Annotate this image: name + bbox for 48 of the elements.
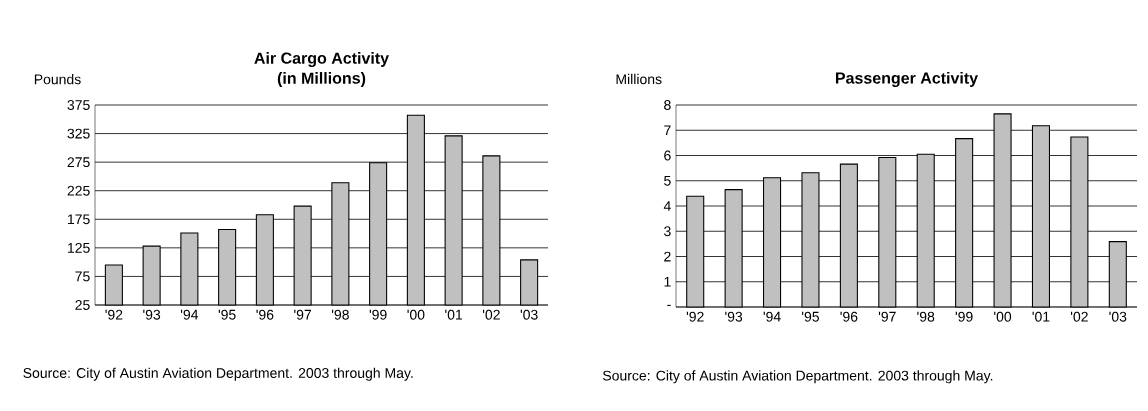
x-tick-label: '00: [407, 309, 425, 320]
x-tick-label: '93: [143, 309, 161, 320]
y-tick-label: 25: [75, 300, 90, 310]
y-tick-label: -: [667, 304, 671, 306]
x-tick-label: '97: [294, 309, 312, 320]
y-tick-label: 125: [68, 242, 90, 253]
x-tick-label: '94: [763, 311, 781, 322]
x-tick-label: '01: [1032, 311, 1050, 322]
y-tick-label: 5: [664, 175, 671, 186]
x-tick-label: '92: [105, 309, 123, 320]
y-tick-label: 3: [664, 226, 671, 237]
x-tick-label: '99: [955, 311, 973, 322]
y-tick-label: 225: [67, 185, 90, 196]
x-tick-label: '98: [917, 311, 935, 322]
y-tick-label: 175: [68, 214, 90, 225]
x-tick-label: '01: [445, 309, 463, 320]
y-tick-label: 325: [67, 128, 90, 139]
y-tick-label: 7: [664, 125, 671, 136]
y-tick-label: 375: [67, 100, 90, 110]
y-tick-label: 275: [67, 157, 90, 168]
x-tick-label: '98: [331, 309, 349, 320]
x-tick-label: '03: [1109, 311, 1127, 322]
y-tick-label: 4: [663, 201, 671, 211]
x-tick-label: '97: [878, 311, 896, 322]
x-tick-label: '96: [840, 311, 858, 322]
y-tick-label: 1: [664, 276, 671, 287]
y-tick-label: 75: [75, 271, 90, 282]
y-axis-title: Pounds: [34, 74, 81, 85]
source-note: Source: City of Austin Aviation Department. 2003 through May.: [23, 367, 413, 381]
chart-title: Passenger Activity: [835, 71, 978, 87]
chart-subtitle: (in Millions): [277, 72, 366, 87]
x-tick-label: '99: [369, 309, 387, 320]
x-tick-label: '92: [686, 311, 704, 322]
x-tick-label: '00: [994, 311, 1012, 322]
x-tick-label: '94: [180, 309, 199, 320]
chart-title: Air Cargo Activity: [254, 52, 389, 68]
x-tick-label: '95: [802, 311, 819, 322]
x-tick-label: '02: [482, 309, 500, 320]
x-tick-label: '02: [1070, 311, 1088, 322]
y-tick-label: 6: [664, 150, 671, 161]
x-tick-label: '95: [218, 309, 236, 320]
y-tick-label: 8: [664, 100, 671, 110]
source-note: Source: City of Austin Aviation Department. 2003 through May.: [602, 370, 993, 384]
x-tick-label: '96: [256, 309, 274, 320]
x-tick-label: '03: [520, 309, 538, 320]
y-tick-label: 2: [664, 251, 671, 262]
y-axis-title: Millions: [616, 73, 662, 85]
x-tick-label: '93: [725, 311, 743, 322]
